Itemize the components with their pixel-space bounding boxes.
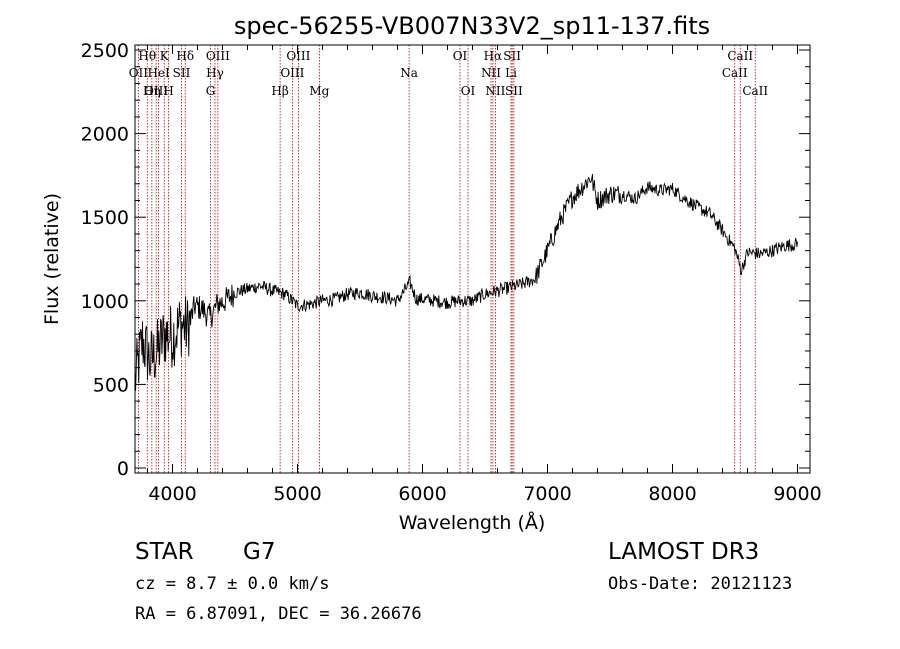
- coordinates-text: RA = 6.87091, DEC = 36.26676: [135, 604, 422, 624]
- plot-frame: [134, 44, 811, 474]
- x-tick-label: 5000: [273, 483, 321, 505]
- spectral-line-label: CaII: [722, 66, 748, 80]
- y-tick-label: 2500: [81, 40, 129, 62]
- spectrum-layer: [134, 174, 798, 391]
- spectral-line-label: Hβ: [271, 84, 288, 98]
- object-class: STAR: [135, 539, 194, 565]
- spectral-line-label: CaII: [742, 84, 768, 98]
- y-tick-label: 1000: [81, 291, 129, 313]
- spectral-line-label: Na: [400, 66, 418, 80]
- spectral-line-label: OI: [453, 49, 468, 63]
- spectral-line-label: Hα: [484, 49, 503, 63]
- spectral-line-label: OIII: [286, 49, 310, 63]
- spectral-line-label: NII: [481, 66, 501, 80]
- spectral-line-label: G: [206, 84, 216, 98]
- spectral-line-label: OI: [461, 84, 476, 98]
- spectral-line-label: Hη: [143, 84, 161, 98]
- axes-layer: 4000 5000 6000 7000 8000 9000 0 500 1000 1500 2000…: [81, 40, 822, 505]
- velocity-text: cz = 8.7 ± 0.0 km/s: [135, 574, 330, 594]
- x-tick-label: 9000: [773, 483, 821, 505]
- y-tick-label: 1500: [81, 207, 129, 229]
- y-axis-label: Flux (relative): [41, 193, 63, 325]
- spectral-line-label: H: [163, 84, 173, 98]
- spectral-line-label: SII: [505, 84, 523, 98]
- spectral-line-label: Hθ: [138, 49, 156, 63]
- x-axis-label: Wavelength (Å): [399, 511, 546, 534]
- spectral-line-label: NII: [485, 84, 505, 98]
- spectral-line-label: Mg: [309, 84, 329, 98]
- x-tick-label: 6000: [398, 483, 446, 505]
- chart-title: spec-56255-VB007N33V2_sp11-137.fits: [234, 12, 710, 40]
- spectral-line-label: SII: [173, 66, 191, 80]
- x-tick-label: 8000: [648, 483, 696, 505]
- y-tick-label: 2000: [81, 124, 129, 146]
- spectrum-line: [134, 174, 798, 391]
- spectral-line-label: SII: [503, 49, 521, 63]
- spectral-line-label: HeI: [147, 66, 170, 80]
- spectral-line-label: Hγ: [206, 66, 224, 80]
- x-tick-label: 4000: [148, 483, 196, 505]
- spectral-line-label: Li: [505, 66, 517, 80]
- survey-name: LAMOST DR3: [608, 539, 760, 565]
- object-subclass: G7: [243, 539, 276, 565]
- x-tick-label: 7000: [523, 483, 571, 505]
- observation-date: Obs-Date: 20121123: [608, 574, 793, 594]
- spectral-line-label: OIII: [280, 66, 304, 80]
- spectral-line-label: OII: [129, 66, 149, 80]
- spectral-line-label: K: [160, 49, 170, 63]
- spectral-line-label: OIII: [206, 49, 230, 63]
- spectral-line-label: CaII: [727, 49, 753, 63]
- y-tick-label: 500: [93, 374, 129, 396]
- spectral-line-label: Hδ: [176, 49, 194, 63]
- spectral-line-label: OIII: [144, 84, 168, 98]
- y-tick-label: 0: [117, 458, 129, 480]
